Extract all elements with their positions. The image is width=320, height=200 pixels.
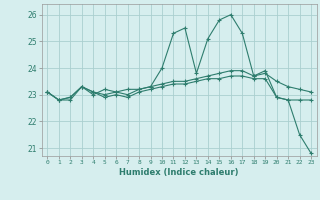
X-axis label: Humidex (Indice chaleur): Humidex (Indice chaleur) <box>119 168 239 177</box>
